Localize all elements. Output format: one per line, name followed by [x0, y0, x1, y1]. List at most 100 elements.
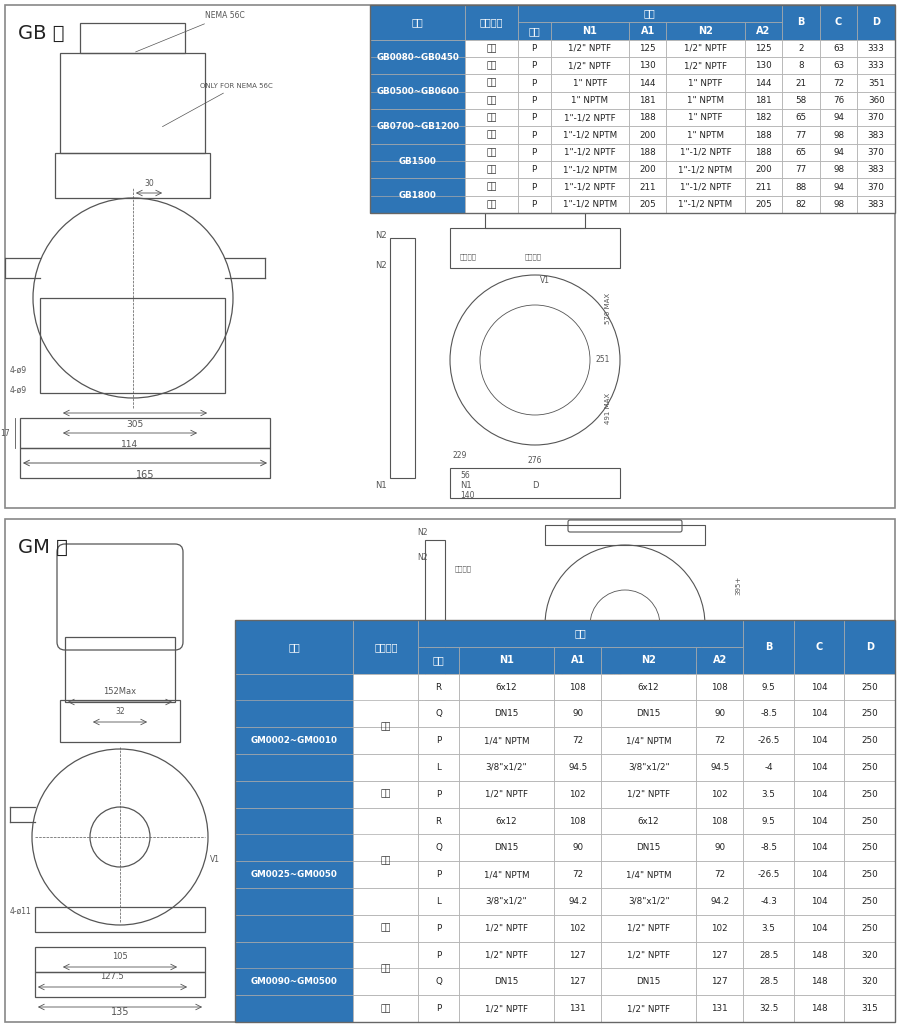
- Text: 6x12: 6x12: [496, 683, 518, 691]
- Text: 塑料: 塑料: [486, 113, 497, 122]
- Text: 65: 65: [796, 113, 806, 122]
- Text: 塑料: 塑料: [486, 183, 497, 191]
- Text: 1" NPTF: 1" NPTF: [688, 78, 723, 87]
- Bar: [80, 23, 185, 53]
- Text: 229: 229: [453, 451, 467, 460]
- Text: 94: 94: [833, 148, 844, 157]
- Text: 1/2" NPTF: 1/2" NPTF: [627, 790, 670, 799]
- Text: 泵头材料: 泵头材料: [480, 17, 503, 28]
- Text: 90: 90: [715, 843, 725, 852]
- Text: 72: 72: [715, 736, 725, 746]
- Text: -8.5: -8.5: [760, 843, 778, 852]
- Text: 58: 58: [796, 96, 806, 105]
- Text: 1"-1/2 NPTF: 1"-1/2 NPTF: [680, 148, 732, 157]
- Text: DN15: DN15: [494, 843, 518, 852]
- Text: GM0090~GM0500: GM0090~GM0500: [251, 978, 338, 986]
- Text: 金属: 金属: [486, 165, 497, 175]
- Text: -26.5: -26.5: [758, 870, 780, 879]
- Text: 6x12: 6x12: [638, 816, 660, 826]
- Text: 28.5: 28.5: [759, 978, 778, 986]
- Text: N2: N2: [375, 231, 387, 240]
- Text: 1"-1/2 NPTM: 1"-1/2 NPTM: [679, 200, 733, 208]
- Text: GM0002~GM0010: GM0002~GM0010: [251, 736, 338, 746]
- Text: 104: 104: [811, 843, 827, 852]
- Text: 1/2" NPTF: 1/2" NPTF: [568, 44, 611, 52]
- Text: D: D: [866, 642, 874, 652]
- Text: Q: Q: [436, 843, 442, 852]
- Bar: [35, 907, 205, 931]
- Text: 1/4" NPTM: 1/4" NPTM: [626, 870, 671, 879]
- Text: 72: 72: [833, 78, 844, 87]
- Text: 102: 102: [570, 923, 586, 933]
- Text: 152Max: 152Max: [104, 687, 137, 696]
- Bar: [35, 972, 205, 997]
- Text: 尺寸: 尺寸: [412, 17, 424, 28]
- Text: 尺寸: 尺寸: [288, 642, 300, 652]
- Text: 108: 108: [711, 683, 728, 691]
- Text: 泵头材料: 泵头材料: [374, 642, 398, 652]
- Text: 94.5: 94.5: [710, 763, 729, 772]
- Text: 144: 144: [639, 78, 656, 87]
- Text: 102: 102: [711, 923, 728, 933]
- Text: 172: 172: [608, 668, 622, 677]
- Text: R: R: [436, 816, 442, 826]
- Text: 1"-1/2 NPTM: 1"-1/2 NPTM: [562, 165, 616, 175]
- Text: 76: 76: [833, 96, 844, 105]
- Text: 90: 90: [572, 843, 583, 852]
- Text: 77: 77: [796, 165, 806, 175]
- Text: N2: N2: [417, 528, 428, 537]
- Text: 塑料: 塑料: [486, 44, 497, 52]
- Text: 330+: 330+: [735, 650, 741, 670]
- Text: 1"-1/2 NPTM: 1"-1/2 NPTM: [679, 165, 733, 175]
- Text: 88: 88: [796, 183, 806, 191]
- Text: N2: N2: [375, 261, 387, 270]
- Text: 1/2" NPTF: 1/2" NPTF: [684, 62, 727, 70]
- Bar: [20, 418, 270, 448]
- Text: 1/2" NPTF: 1/2" NPTF: [485, 951, 528, 959]
- Text: 130: 130: [639, 62, 656, 70]
- Text: 塑料: 塑料: [486, 78, 497, 87]
- Text: 1" NPTM: 1" NPTM: [687, 96, 724, 105]
- Text: N2: N2: [698, 26, 713, 36]
- Text: 211: 211: [639, 183, 656, 191]
- Text: 9.5: 9.5: [761, 683, 776, 691]
- Text: -4: -4: [764, 763, 773, 772]
- Text: B: B: [765, 642, 772, 652]
- Text: 127.5: 127.5: [100, 972, 124, 981]
- Text: 94.2: 94.2: [568, 897, 587, 906]
- Bar: [450, 468, 620, 498]
- Text: 144: 144: [755, 78, 771, 87]
- Text: 编码: 编码: [433, 655, 445, 665]
- Text: 250: 250: [861, 790, 878, 799]
- Text: 182: 182: [755, 113, 771, 122]
- Text: P: P: [436, 790, 441, 799]
- Text: 28.5: 28.5: [759, 951, 778, 959]
- Text: 1/2" NPTF: 1/2" NPTF: [485, 790, 528, 799]
- Text: 100: 100: [617, 708, 632, 717]
- Text: 127.7: 127.7: [614, 688, 635, 697]
- Text: 21: 21: [796, 78, 806, 87]
- Text: 63: 63: [833, 62, 844, 70]
- Text: -8.5: -8.5: [760, 710, 778, 718]
- Text: Q: Q: [436, 978, 442, 986]
- Text: 127: 127: [570, 978, 586, 986]
- Text: 104: 104: [811, 923, 827, 933]
- Text: L: L: [436, 897, 441, 906]
- Text: 3.5: 3.5: [761, 790, 776, 799]
- Text: 4-ø9: 4-ø9: [10, 386, 27, 395]
- Bar: [425, 540, 445, 700]
- Text: 320: 320: [861, 951, 878, 959]
- Text: 金属: 金属: [381, 923, 391, 933]
- Text: 383: 383: [868, 165, 885, 175]
- Text: 6x12: 6x12: [638, 683, 660, 691]
- Text: 65: 65: [796, 148, 806, 157]
- Text: GB 泵: GB 泵: [19, 24, 65, 42]
- Text: 250: 250: [861, 710, 878, 718]
- Text: P: P: [532, 113, 536, 122]
- Text: 383: 383: [868, 130, 885, 140]
- Text: 4-ø9: 4-ø9: [10, 366, 27, 375]
- Text: 276: 276: [527, 456, 542, 465]
- Text: DN15: DN15: [494, 978, 518, 986]
- Text: GM 泵: GM 泵: [19, 537, 68, 557]
- Text: 1"-1/2 NPTM: 1"-1/2 NPTM: [562, 200, 616, 208]
